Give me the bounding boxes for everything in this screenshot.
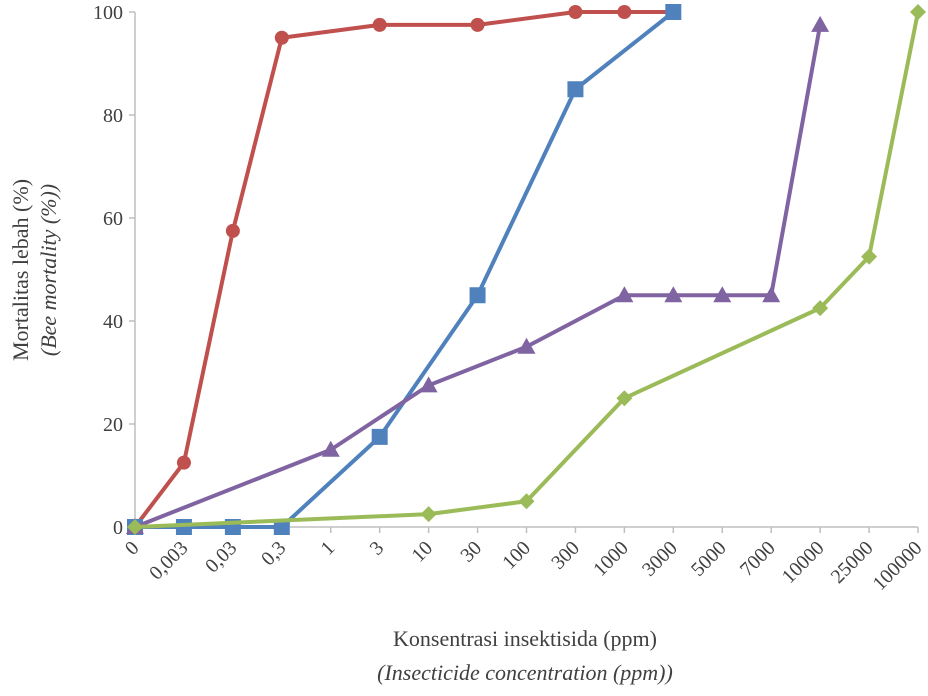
y-axis-title: Mortalitas lebah (%) [8, 179, 33, 361]
series-line-blue-square [133, 10, 676, 529]
x-tick-label: 7000 [736, 537, 780, 581]
y-tick-labels: 0 20 40 60 80 100 [93, 2, 123, 539]
data-point-square [371, 428, 388, 445]
y-tick-label: 40 [103, 311, 123, 333]
x-tick-label: 0,3 [257, 537, 290, 570]
data-point-circle [225, 223, 240, 238]
data-point-diamond [812, 300, 829, 317]
x-tick-label: 10000 [778, 537, 829, 588]
x-axis-title-english: (Insecticide concentration (ppm)) [377, 660, 673, 685]
y-tick-label: 60 [103, 208, 123, 230]
data-point-triangle [517, 337, 536, 354]
data-point-circle [568, 5, 583, 19]
data-point-triangle [419, 376, 438, 393]
data-point-circle [470, 17, 485, 32]
data-point-diamond [910, 4, 926, 20]
data-point-square [567, 81, 584, 98]
x-tick-label: 5000 [687, 537, 731, 581]
x-tick-label: 1000 [589, 537, 633, 581]
data-point-circle [372, 17, 387, 32]
x-tick-label: 1 [317, 537, 340, 560]
x-tick-label: 0,03 [201, 537, 241, 577]
y-tick-label: 20 [103, 414, 123, 436]
series-line-purple-triangle [133, 22, 823, 529]
x-tick-label: 10 [407, 537, 437, 567]
data-point-diamond [616, 390, 633, 407]
series-blue-square [127, 4, 682, 535]
x-axis-title: Konsentrasi insektisida (ppm) [393, 626, 657, 651]
data-point-triangle [762, 286, 781, 303]
series-line-red-circle [133, 10, 676, 529]
series-green-diamond [127, 4, 926, 535]
data-point-triangle [321, 440, 340, 457]
x-tick-labels: 0 0,003 0,03 0,3 1 3 10 30 100 300 1000 3000 5000 700… [121, 537, 927, 595]
x-tick-label: 3000 [638, 537, 682, 581]
data-point-triangle [713, 286, 732, 303]
x-tick-label: 300 [547, 537, 584, 574]
series-layer [126, 4, 926, 535]
x-tick-label: 100000 [869, 537, 927, 595]
x-tick-label: 0,003 [145, 537, 192, 584]
x-tick-label: 30 [456, 537, 486, 567]
data-point-circle [617, 5, 632, 19]
data-point-square [273, 519, 290, 535]
data-point-square [469, 287, 486, 304]
series-line-green-diamond [133, 10, 920, 529]
y-axis-title-english: (Bee mortality (%)) [36, 184, 61, 356]
x-tick-label: 0 [121, 537, 144, 560]
data-point-square [665, 4, 682, 20]
data-point-diamond [518, 493, 535, 510]
series-purple-triangle [126, 15, 830, 534]
data-point-triangle [664, 286, 683, 303]
data-point-diamond [127, 519, 143, 535]
series-red-circle [128, 5, 681, 534]
data-point-triangle [615, 286, 634, 303]
y-tick-label: 0 [113, 517, 123, 539]
y-tick-label: 100 [93, 2, 123, 24]
data-point-diamond [420, 506, 437, 523]
data-point-triangle [811, 15, 830, 32]
axes [129, 11, 919, 533]
x-tick-label: 3 [366, 537, 389, 560]
data-point-circle [176, 455, 191, 470]
x-tick-label: 100 [498, 537, 535, 574]
data-point-circle [274, 30, 289, 45]
data-point-diamond [861, 248, 878, 265]
y-tick-label: 80 [103, 105, 123, 127]
